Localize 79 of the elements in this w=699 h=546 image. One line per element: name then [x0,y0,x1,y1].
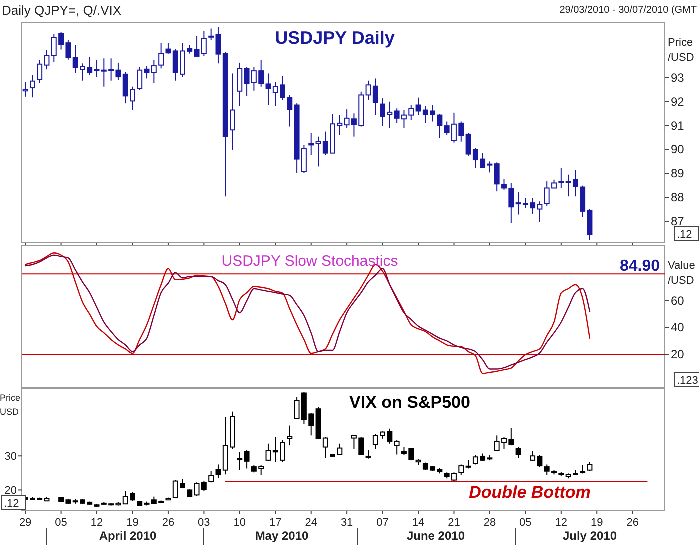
candlestick [237,452,243,471]
y-tick-label: 89 [671,166,685,181]
x-tick-label: 31 [340,517,354,529]
candlestick [508,182,514,224]
text: July 2010 [562,529,618,543]
candlestick [287,425,293,446]
text: 29/03/2010 - 30/07/2010 (GMT [560,5,697,16]
candlestick [537,201,543,223]
x-tick-label: 21 [448,517,460,529]
y-tick-label: 87 [671,214,685,228]
x-tick-label: 17 [270,517,282,529]
x-tick-label: 10 [234,517,246,529]
candlestick [166,42,172,54]
x-tick-label: 07 [376,517,389,529]
y-axis-title: Value /USD [668,260,696,287]
text: May 2010 [255,529,310,543]
y-tick-label: 92 [671,94,685,109]
chart-title: USDJPY Daily [275,28,395,48]
candlestick [266,443,272,462]
chart-title: VIX on S&P500 [350,393,470,412]
text: .12 [677,229,692,241]
x-tick-label: 29 [19,517,32,529]
y-tick-label: 60 [671,294,685,308]
candlestick [30,74,36,98]
text: April 2010 [99,529,157,543]
y-tick-label: 40 [671,320,685,335]
x-tick-label: 24 [305,517,318,529]
y-tick-label: 30 [4,451,17,464]
annotation: Double Bottom [469,483,591,502]
x-tick-label: 28 [484,517,496,529]
candlestick [237,62,243,107]
annotation: 84.90 [620,258,660,275]
x-tick-label: 19 [591,517,604,529]
candlestick [537,454,543,468]
text: Daily QJPY=, Q/.VIX [2,3,122,18]
candlestick [137,66,143,91]
candlestick [44,50,50,70]
candlestick [394,440,400,456]
candlestick [458,464,464,476]
x-tick-label: 19 [126,517,139,529]
text: June 2010 [406,529,466,543]
candlestick [266,73,272,106]
candlestick [516,446,522,459]
x-tick-label: 14 [412,517,425,529]
candlestick [372,78,378,116]
candlestick [216,26,222,64]
x-tick-label: 05 [55,517,68,529]
y-axis-title: Price USD [0,393,21,417]
x-tick-label: 26 [626,517,639,529]
y-tick-label: 91 [671,118,685,133]
x-tick-label: 12 [555,517,568,529]
y-tick-label: 88 [671,190,685,205]
candlestick [37,60,43,84]
candlestick [502,178,507,190]
y-tick-label: 93 [671,71,685,85]
x-tick-label: 26 [162,517,175,529]
candlestick [308,132,314,156]
x-tick-label: 12 [90,517,104,529]
candlestick [316,136,322,168]
candlestick [94,60,100,78]
x-tick-label: 05 [520,517,532,529]
candlestick [530,451,536,462]
candlestick [494,162,500,192]
candlestick [366,80,372,101]
x-tick-label: 03 [198,517,210,529]
y-tick-label: 90 [671,142,685,157]
candlestick [437,114,443,139]
candlestick [216,464,222,478]
candlestick [322,436,328,459]
candlestick [244,450,250,470]
candlestick [466,132,472,156]
y-tick-label: 20 [671,348,685,362]
candlestick [208,28,214,41]
text: .12 [4,498,20,510]
text: .123 [677,375,698,387]
text: USDJPY Slow Stochastics [222,253,398,270]
candlestick [587,462,593,472]
y-tick-label: 20 [4,485,17,498]
y-axis-title: Price /USD [668,37,694,64]
